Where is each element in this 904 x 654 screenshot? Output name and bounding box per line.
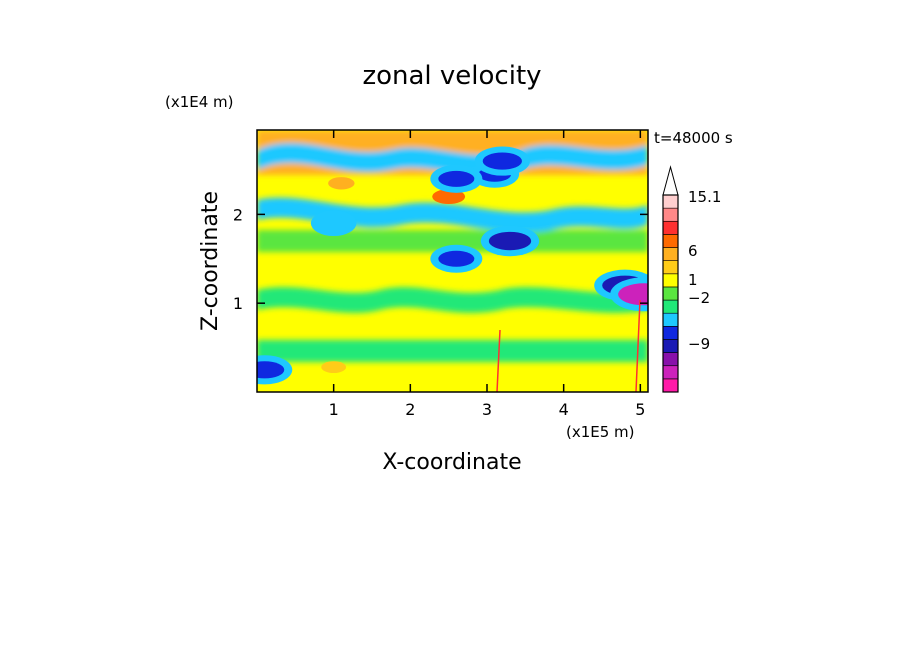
contour-blob <box>328 177 355 190</box>
ridge-line-1 <box>496 329 501 392</box>
colorbar-swatch <box>662 326 679 340</box>
colorbar-tick-label: −2 <box>688 289 710 307</box>
plot-frame <box>256 129 649 393</box>
y-tick-label: 1 <box>233 294 243 313</box>
contour-blob <box>432 189 466 205</box>
lower-green-wave <box>257 287 648 313</box>
x-tick-label: 3 <box>482 400 492 419</box>
y-tick-label: 2 <box>233 205 243 224</box>
colorbar-swatch <box>662 194 679 209</box>
time-label: t=48000 s <box>654 129 733 147</box>
chart-title: zonal velocity <box>362 61 541 91</box>
colorbar-swatch <box>662 207 679 222</box>
contour-blob <box>257 361 285 379</box>
x-tick-label: 2 <box>405 400 415 419</box>
x-unit-label: (x1E5 m) <box>566 423 635 441</box>
colorbar-swatch <box>662 352 679 367</box>
colorbar-swatch <box>662 273 679 288</box>
colorbar-tick-label: −9 <box>688 335 710 353</box>
contour-blob <box>438 250 475 267</box>
y-axis-label: Z-coordinate <box>198 191 223 331</box>
x-tick-label: 4 <box>559 400 569 419</box>
contour-blob <box>321 361 347 374</box>
colorbar-swatch <box>662 247 679 261</box>
colorbar-frame <box>662 194 679 393</box>
y-unit-label: (x1E4 m) <box>165 93 234 111</box>
colorbar-tick-label: 6 <box>688 242 698 260</box>
colorbar-swatch <box>662 312 679 327</box>
colorbar-swatch <box>662 260 679 275</box>
colorbar-tick-label: 15.1 <box>688 188 721 206</box>
contour-blob <box>482 152 522 170</box>
colorbar-swatch <box>662 339 679 353</box>
contour-blob <box>488 231 532 251</box>
colorbar-extend-arrow <box>662 165 679 196</box>
colorbar-swatch <box>662 220 679 235</box>
colorbar-tick-label: 1 <box>688 271 698 289</box>
contour-blob <box>618 283 648 306</box>
x-tick-label: 5 <box>635 400 645 419</box>
x-axis-label: X-coordinate <box>382 450 521 475</box>
axes: 1 2 3 4 5 1 2 <box>233 130 648 419</box>
low-band-green <box>257 340 648 362</box>
field-blobs <box>257 146 648 385</box>
contour-blob <box>318 216 349 231</box>
colorbar-swatch <box>662 365 679 380</box>
x-tick-label: 1 <box>329 400 339 419</box>
colorbar-swatch <box>662 299 679 314</box>
field-bands <box>257 130 648 362</box>
contour-blob <box>438 170 475 187</box>
colorbar-swatch <box>662 378 679 393</box>
ridge-line-2 <box>635 299 641 392</box>
contour-field <box>257 130 648 392</box>
colorbar-swatch <box>662 286 679 301</box>
colorbar: 15.1 6 1−2 −9 <box>662 165 721 393</box>
colorbar-swatch <box>662 234 679 248</box>
mid-band-green <box>257 230 648 252</box>
upper-cyan-wave <box>257 142 648 175</box>
